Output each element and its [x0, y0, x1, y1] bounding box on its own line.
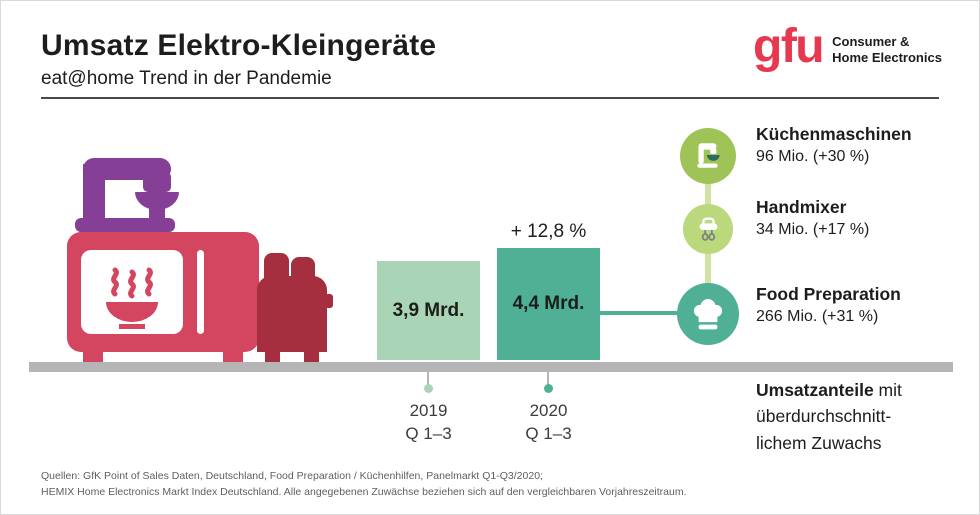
category-circle-kuechenmaschinen — [680, 128, 736, 184]
category-circle-foodpreparation — [677, 283, 739, 345]
category-value: 266 Mio. (+31 %) — [756, 308, 879, 325]
category-item-kuechenmaschinen: Küchenmaschinen 96 Mio. (+30 %) — [756, 124, 912, 166]
microwave-illustration — [67, 232, 259, 362]
category-item-foodpreparation: Food Preparation 266 Mio. (+31 %) — [756, 284, 901, 326]
toaster-illustration — [257, 253, 333, 362]
category-value: 96 Mio. (+30 %) — [756, 148, 870, 165]
bar-2020: 4,4 Mrd. — [497, 248, 600, 360]
connector-bar-to-foodprep — [600, 311, 678, 315]
year-text: 2019 — [409, 401, 448, 420]
gfu-logo-text: gfu — [753, 20, 825, 73]
source-line1: Quellen: GfK Point of Sales Daten, Deuts… — [41, 470, 543, 482]
axis-tick-dot — [424, 384, 433, 393]
note-line2: überdurchschnitt- — [756, 406, 892, 427]
note-bold: Umsatzanteile — [756, 380, 874, 400]
bar-value-label: 3,9 Mrd. — [392, 299, 465, 321]
category-name: Food Preparation — [756, 284, 901, 304]
source-note: Quellen: GfK Point of Sales Daten, Deuts… — [41, 469, 687, 501]
note-line1-rest: mit — [873, 380, 902, 400]
stand-mixer-illustration — [75, 158, 179, 232]
kitchen-appliances-illustration — [67, 158, 333, 362]
category-name: Küchenmaschinen — [756, 124, 912, 144]
bar-2019: 3,9 Mrd. — [377, 261, 480, 360]
growth-annotation: + 12,8 % — [510, 221, 587, 242]
source-line2: HEMIX Home Electronics Markt Index Deuts… — [41, 485, 687, 498]
chart-baseline — [29, 362, 953, 372]
category-name: Handmixer — [756, 197, 847, 217]
header-divider — [41, 97, 939, 99]
quarter-text: Q 1–3 — [525, 423, 572, 443]
year-text: 2020 — [529, 401, 568, 420]
gfu-logo: gfu Consumer & Home Electronics — [753, 20, 942, 73]
axis-tick-line — [427, 372, 429, 386]
category-value: 34 Mio. (+17 %) — [756, 221, 870, 238]
axis-tick-line — [547, 372, 549, 386]
quarter-text: Q 1–3 — [405, 423, 452, 443]
page-title: Umsatz Elektro-Kleingeräte — [41, 29, 437, 62]
stand-mixer-icon — [697, 143, 720, 168]
page-subtitle: eat@home Trend in der Pandemie — [41, 68, 332, 89]
hand-mixer-icon — [699, 217, 718, 241]
gfu-tagline-line1: Consumer & — [832, 34, 910, 49]
steam-icon — [111, 267, 153, 299]
axis-tick-dot — [544, 384, 553, 393]
category-item-handmixer: Handmixer 34 Mio. (+17 %) — [756, 197, 869, 239]
note-umsatzanteile: Umsatzanteile mit überdurchschnitt- lich… — [756, 377, 902, 456]
x-axis-label-2019: 2019 Q 1–3 — [377, 400, 480, 446]
bar-value-label: 4,4 Mrd. — [512, 293, 585, 314]
gfu-tagline-line2: Home Electronics — [832, 50, 942, 66]
x-axis-label-2020: 2020 Q 1–3 — [497, 400, 600, 446]
chef-hat-icon — [693, 299, 723, 330]
bowl-icon — [106, 302, 158, 322]
category-circle-handmixer — [683, 204, 733, 254]
gfu-logo-tagline: Consumer & Home Electronics — [832, 34, 942, 69]
note-line3: lichem Zuwachs — [756, 432, 882, 453]
